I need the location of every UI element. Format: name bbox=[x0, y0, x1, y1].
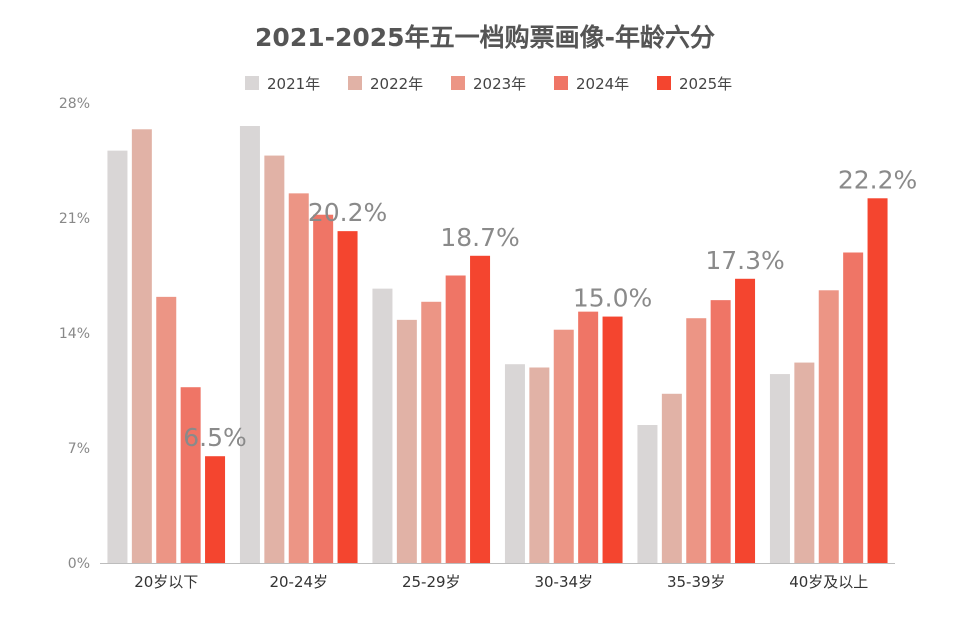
legend-label: 2023年 bbox=[473, 75, 526, 93]
data-label: 15.0% bbox=[573, 284, 652, 313]
bar bbox=[504, 364, 525, 563]
bar bbox=[396, 319, 417, 563]
bar bbox=[843, 252, 864, 563]
bar bbox=[372, 288, 393, 563]
bar bbox=[794, 362, 815, 563]
bar bbox=[313, 214, 334, 563]
x-tick-label: 40岁及以上 bbox=[789, 573, 868, 591]
bar bbox=[578, 311, 599, 563]
bar bbox=[205, 456, 226, 563]
bar bbox=[107, 150, 128, 563]
x-tick-label: 25-29岁 bbox=[402, 573, 461, 591]
bar bbox=[156, 296, 177, 563]
data-labels: 6.5% 20.2% 18.7% 15.0% 17.3% 22.2% bbox=[183, 165, 917, 452]
chart-title: 2021-2025年五一档购票画像-年龄六分 bbox=[255, 23, 715, 52]
bar bbox=[529, 367, 550, 563]
bar bbox=[686, 318, 707, 563]
bar bbox=[264, 155, 285, 564]
bar bbox=[769, 374, 790, 563]
data-label: 6.5% bbox=[183, 423, 247, 452]
data-label: 17.3% bbox=[705, 246, 784, 275]
y-tick-label: 0% bbox=[68, 556, 90, 572]
legend-swatch bbox=[451, 76, 465, 90]
bar bbox=[288, 193, 309, 563]
y-tick-label: 14% bbox=[59, 326, 90, 342]
bar bbox=[818, 290, 839, 563]
bar bbox=[710, 300, 731, 563]
bar bbox=[602, 316, 623, 563]
data-label: 22.2% bbox=[838, 165, 917, 194]
bar bbox=[445, 275, 466, 563]
bar bbox=[867, 198, 888, 564]
x-tick-label: 30-34岁 bbox=[534, 573, 593, 591]
x-tick-label: 20-24岁 bbox=[269, 573, 328, 591]
bar bbox=[470, 255, 491, 564]
legend-label: 2022年 bbox=[370, 75, 423, 93]
legend: 2021年 2022年 2023年 2024年 2025年 bbox=[245, 75, 732, 93]
x-tick-label: 35-39岁 bbox=[667, 573, 726, 591]
bar bbox=[180, 387, 201, 563]
y-axis: 0% 7% 14% 21% 28% bbox=[59, 96, 90, 572]
bar bbox=[131, 129, 152, 564]
legend-label: 2025年 bbox=[679, 75, 732, 93]
bar bbox=[337, 231, 358, 563]
y-tick-label: 28% bbox=[59, 96, 90, 112]
legend-swatch bbox=[657, 76, 671, 90]
legend-label: 2021年 bbox=[267, 75, 320, 93]
bar bbox=[421, 301, 442, 563]
bar bbox=[661, 393, 682, 563]
bar bbox=[735, 278, 756, 563]
bar bbox=[553, 329, 574, 563]
legend-swatch bbox=[554, 76, 568, 90]
bar bbox=[637, 425, 658, 563]
data-label: 18.7% bbox=[440, 223, 519, 252]
data-label: 20.2% bbox=[308, 198, 387, 227]
bars bbox=[107, 126, 888, 564]
y-tick-label: 7% bbox=[68, 441, 90, 457]
legend-label: 2024年 bbox=[576, 75, 629, 93]
y-tick-label: 21% bbox=[59, 211, 90, 227]
legend-swatch bbox=[245, 76, 259, 90]
x-axis: 20岁以下 20-24岁 25-29岁 30-34岁 35-39岁 40岁及以上 bbox=[100, 563, 895, 591]
bar bbox=[239, 126, 260, 563]
legend-swatch bbox=[348, 76, 362, 90]
x-tick-label: 20岁以下 bbox=[134, 573, 198, 591]
